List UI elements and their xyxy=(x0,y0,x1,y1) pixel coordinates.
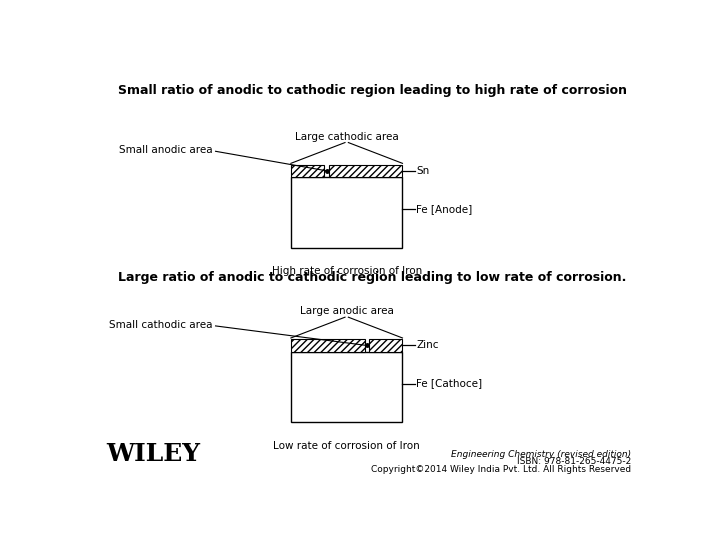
Bar xyxy=(291,339,364,352)
Text: Sn: Sn xyxy=(416,166,430,176)
Text: Low rate of corrosion of Iron: Low rate of corrosion of Iron xyxy=(274,441,420,451)
Text: Small cathodic area: Small cathodic area xyxy=(109,320,213,330)
Text: High rate of corrosion of Iron: High rate of corrosion of Iron xyxy=(271,266,422,276)
Text: Large cathodic area: Large cathodic area xyxy=(294,132,399,141)
Bar xyxy=(369,339,402,352)
Bar xyxy=(291,352,402,422)
Text: Large ratio of anodic to cathodic region leading to low rate of corrosion.: Large ratio of anodic to cathodic region… xyxy=(118,271,626,284)
Text: Engineering Chemistry (revised edition): Engineering Chemistry (revised edition) xyxy=(451,450,631,459)
Text: Zinc: Zinc xyxy=(416,340,439,350)
Text: ISBN: 978-81-265-4475-2: ISBN: 978-81-265-4475-2 xyxy=(517,457,631,467)
Bar xyxy=(291,165,324,177)
Bar xyxy=(291,177,402,248)
Text: Fe [Cathoce]: Fe [Cathoce] xyxy=(416,379,482,388)
Bar xyxy=(329,165,402,177)
Text: Fe [Anode]: Fe [Anode] xyxy=(416,204,473,214)
Text: Large anodic area: Large anodic area xyxy=(300,306,394,316)
Text: Small ratio of anodic to cathodic region leading to high rate of corrosion: Small ratio of anodic to cathodic region… xyxy=(118,84,627,97)
Text: Copyright©2014 Wiley India Pvt. Ltd. All Rights Reserved: Copyright©2014 Wiley India Pvt. Ltd. All… xyxy=(371,465,631,474)
Text: Small anodic area: Small anodic area xyxy=(119,145,213,155)
Text: WILEY: WILEY xyxy=(107,442,201,466)
